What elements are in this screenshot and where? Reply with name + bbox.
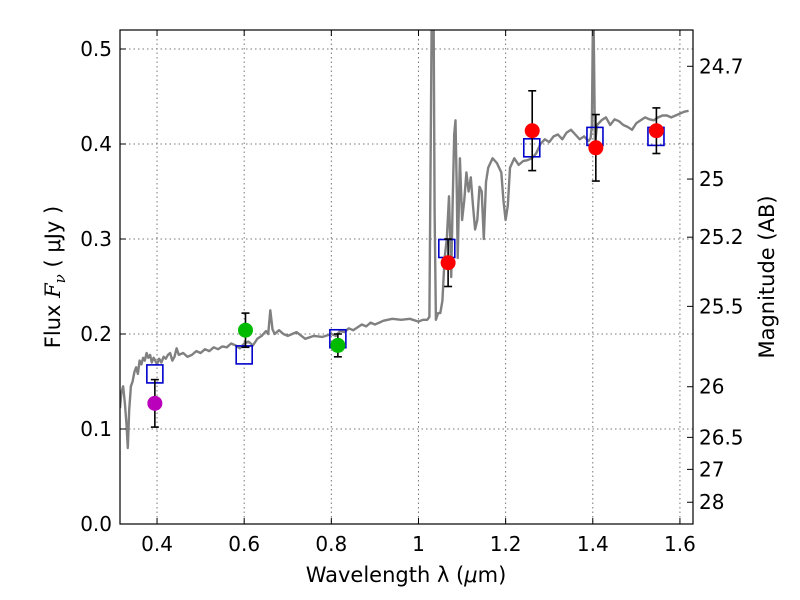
magnitude-axis-label: Magnitude (AB) (755, 195, 779, 358)
x-tick-label: 1.2 (490, 532, 522, 556)
data-area (120, 30, 689, 450)
observed-flux-point (237, 322, 253, 338)
mag-tick-label: 27 (699, 457, 724, 481)
observed-flux-point (588, 140, 604, 156)
mag-tick-label: 26 (699, 375, 724, 399)
x-tick-label: 1 (412, 532, 425, 556)
model-photometry-square (235, 345, 253, 365)
mag-tick-label: 25 (699, 167, 724, 191)
observed-flux-point (648, 123, 664, 139)
y-tick-label: 0.0 (80, 512, 112, 536)
y-tick-label: 0.4 (80, 132, 112, 156)
y-tick-label: 0.1 (80, 417, 112, 441)
x-tick-label: 1.4 (577, 532, 609, 556)
x-tick-label: 1.6 (664, 532, 696, 556)
y-axis-label: Flux Fν ( μJy ) (41, 206, 69, 348)
mag-tick-label: 24.7 (699, 54, 744, 78)
observed-flux-point (330, 337, 346, 353)
observed-flux-point (440, 255, 456, 271)
mag-tick-label: 26.5 (699, 425, 744, 449)
x-tick-label: 0.8 (315, 532, 347, 556)
y-tick-label: 0.5 (80, 37, 112, 61)
observed-flux-point (147, 395, 163, 411)
mag-tick-label: 25.2 (699, 225, 744, 249)
ticks: 0.4 0.6 0.8 1 1.2 1.4 1.6 0.0 0.1 0.2 0.3 0.4 0.5 24.… (80, 30, 744, 556)
mag-tick-label: 25.5 (699, 294, 744, 318)
y-tick-label: 0.2 (80, 322, 112, 346)
mag-tick-label: 28 (699, 490, 724, 514)
observed-flux-point (524, 123, 540, 139)
y-tick-label: 0.3 (80, 227, 112, 251)
x-axis-label: Wavelength λ (μm) (306, 563, 507, 587)
plot-frame (119, 29, 694, 525)
x-tick-label: 0.4 (141, 532, 173, 556)
x-tick-label: 0.6 (228, 532, 260, 556)
